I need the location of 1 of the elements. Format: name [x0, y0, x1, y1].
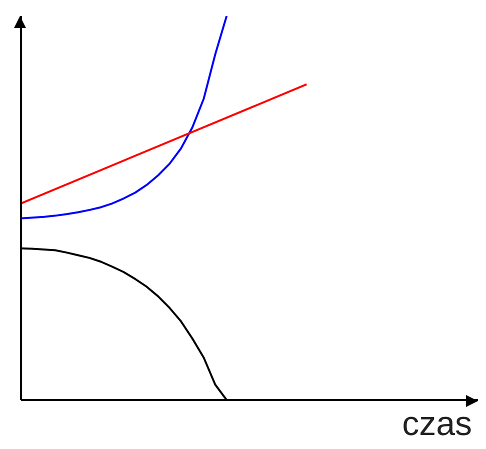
x-axis-title: czas: [402, 405, 472, 444]
